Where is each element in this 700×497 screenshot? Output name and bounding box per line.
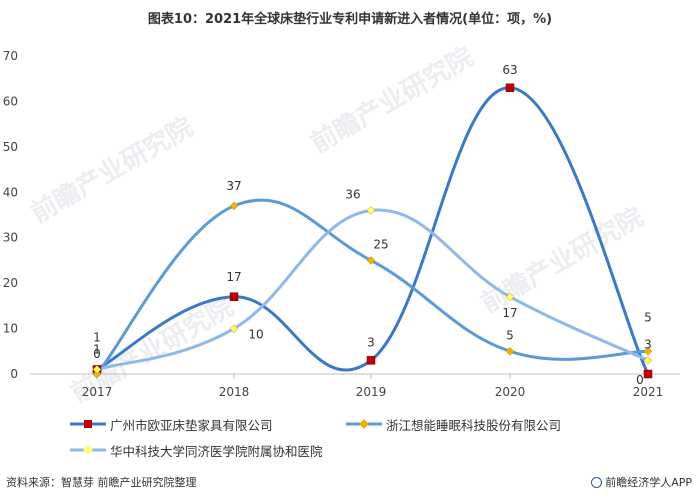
data-point-s2-1: [229, 201, 239, 211]
series-line-1: [95, 86, 650, 376]
data-point-s2-4: [643, 346, 653, 356]
brand-label: 前瞻经济学人APP: [605, 476, 692, 489]
y-tick-label: 10: [3, 322, 18, 336]
source-note: 资料来源：智慧芽 前瞻产业研究院整理: [6, 476, 197, 489]
data-label-s1-0: 1: [93, 342, 101, 356]
data-label-s1-2: 3: [367, 335, 375, 349]
chart-title: 图表10：2021年全球床垫行业专利申请新进入者情况(单位：项，%): [147, 12, 553, 27]
data-point-s3-0: [92, 365, 102, 374]
legend-label-2: 浙江想能睡眠科技股份有限公司: [386, 417, 562, 433]
data-point-s1-2: [366, 356, 376, 365]
legend-item-1: 广州市欧亚床垫家具有限公司: [70, 414, 273, 434]
data-label-s3-2: 36: [345, 187, 360, 201]
data-point-s2-2: [366, 256, 376, 265]
x-tick-label: 2017: [82, 385, 113, 399]
data-point-s3-1: [229, 324, 239, 333]
data-label-s3-4: 3: [644, 337, 652, 351]
data-point-s3-4: [643, 356, 653, 365]
y-tick-label: 60: [3, 94, 18, 108]
data-label-s2-1: 37: [226, 179, 241, 193]
y-tick-label: 30: [3, 231, 18, 245]
series-line-2: [95, 198, 650, 376]
data-label-s2-0: 0: [93, 347, 101, 361]
brand-logo-icon: [591, 476, 603, 488]
y-tick-label: 70: [3, 49, 18, 63]
data-label-s2-2: 25: [373, 237, 388, 251]
x-tick-label: 2020: [495, 385, 526, 399]
legend-swatch-1: [70, 420, 106, 428]
legend-swatch-2: [346, 419, 382, 429]
data-point-s3-3: [505, 292, 515, 302]
data-point-s2-3: [505, 346, 515, 356]
data-label-s2-4: 5: [644, 310, 652, 324]
y-tick-label: 20: [3, 276, 18, 290]
data-label-s1-3: 63: [502, 63, 517, 77]
data-label-s2-3: 5: [506, 328, 514, 342]
data-point-s1-1: [229, 292, 239, 302]
data-label-s1-4: 0: [636, 373, 644, 387]
x-tick-label: 2019: [356, 385, 387, 399]
data-point-s1-4: [643, 369, 653, 379]
x-tick-label: 2018: [219, 385, 250, 399]
legend-item-3: 华中科技大学同济医学院附属协和医院: [70, 440, 323, 460]
data-label-s3-0: 1: [93, 330, 101, 344]
legend-label-1: 广州市欧亚床垫家具有限公司: [110, 417, 273, 433]
legend-label-3: 华中科技大学同济医学院附属协和医院: [110, 443, 323, 459]
data-label-s1-1: 17: [226, 270, 241, 284]
data-point-s3-2: [366, 206, 376, 215]
data-label-s3-1: 10: [248, 328, 263, 342]
y-tick-label: 50: [3, 140, 18, 154]
data-label-s3-3: 17: [502, 306, 517, 320]
y-tick-label: 0: [10, 367, 18, 381]
legend-item-2: 浙江想能睡眠科技股份有限公司: [346, 414, 561, 434]
legend-swatch-3: [70, 445, 106, 455]
data-point-s1-3: [505, 83, 515, 93]
y-tick-label: 40: [3, 185, 18, 199]
brand: 前瞻经济学人APP: [591, 474, 692, 490]
data-point-s2-0: [92, 369, 102, 379]
x-tick-label: 2021: [633, 385, 664, 399]
